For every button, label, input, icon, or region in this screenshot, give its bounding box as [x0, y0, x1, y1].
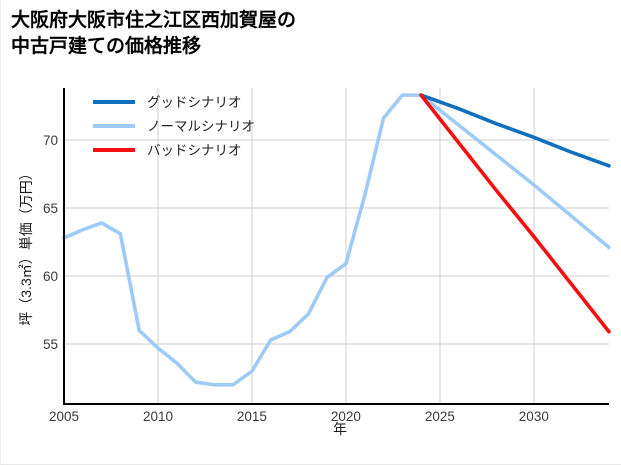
y-axis-title: 坪（3.3㎡）単価（万円） — [18, 166, 34, 325]
chart-title: 大阪府大阪市住之江区西加賀屋の 中古戸建ての価格推移 — [11, 10, 297, 58]
x-tick-label: 2020 — [331, 409, 361, 424]
y-tick-label: 55 — [43, 337, 58, 352]
legend-label: グッドシナリオ — [147, 95, 242, 110]
series-line-normal — [62, 93, 611, 387]
x-tick-label: 2010 — [143, 409, 173, 424]
y-axis-tick-labels: 55 60 65 70 — [43, 133, 58, 352]
series-line-good — [419, 93, 611, 168]
x-gridlines — [63, 88, 535, 404]
legend-label: バッドシナリオ — [147, 143, 242, 158]
y-tick-label: 65 — [43, 201, 58, 216]
y-tick-label: 70 — [43, 133, 58, 148]
legend-label: ノーマルシナリオ — [147, 119, 255, 134]
x-tick-label: 2025 — [425, 409, 455, 424]
series-line-bad — [419, 93, 611, 334]
x-tick-label: 2015 — [237, 409, 267, 424]
x-axis-tick-labels: 2005 2010 2015 2020 2025 2030 — [49, 409, 549, 424]
x-axis-title: 年 — [333, 421, 347, 437]
x-tick-label: 2030 — [519, 409, 549, 424]
y-tick-label: 60 — [43, 269, 58, 284]
y-gridlines — [64, 139, 609, 345]
x-tick-label: 2005 — [49, 409, 79, 424]
series-lines — [62, 93, 611, 387]
